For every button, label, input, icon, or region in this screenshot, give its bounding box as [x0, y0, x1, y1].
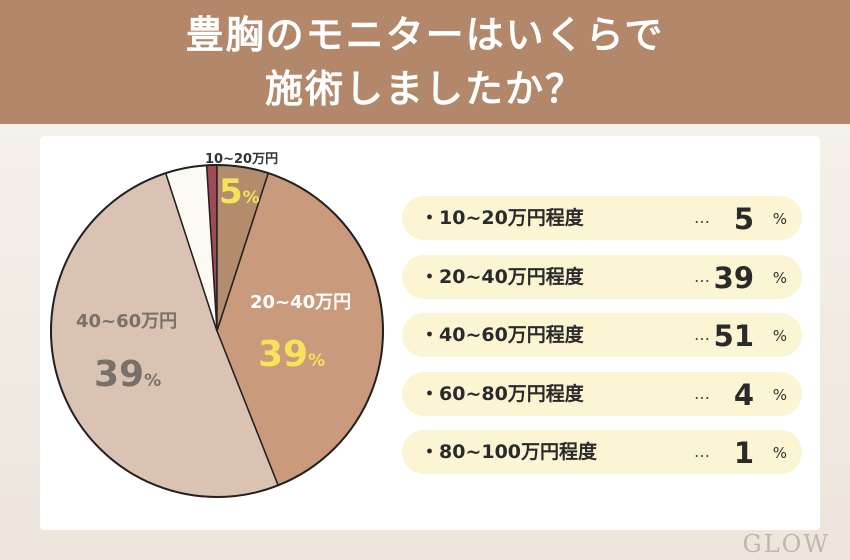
pie-percent-sign: % [242, 188, 260, 208]
pie-percent-40-60: 39% [94, 354, 161, 395]
legend-row: ・40~60万円程度 … 51 % [402, 313, 802, 357]
legend-row-value: 1 [733, 436, 754, 470]
legend-list: ・10~20万円程度 … 5 % ・20~40万円程度 … 39 % ・40~6… [402, 196, 802, 489]
legend-row-label: ・60~80万円程度 [420, 382, 584, 405]
legend-row-percent: % [772, 385, 787, 404]
pie-outline [50, 164, 384, 498]
legend-row-dots: … [694, 325, 711, 344]
pie-percent-value: 5 [219, 172, 243, 212]
legend-row-percent: % [772, 327, 787, 345]
pie-label-20-40: 20~40万円 [250, 292, 352, 313]
pie-percent-value: 39 [258, 334, 309, 375]
legend-row-percent: % [772, 268, 787, 287]
legend-row: ・10~20万円程度 … 5 % [402, 196, 802, 240]
legend-row-value: 51 [713, 319, 754, 353]
page-title-line1: 豊胸のモニターはいくらで [185, 13, 665, 57]
pie-percent-20-40: 39% [258, 334, 325, 375]
legend-row-label: ・40~60万円程度 [420, 324, 584, 346]
brand-logo: GLOW [742, 530, 830, 558]
legend-row-dots: … [694, 266, 711, 286]
legend-row-label: ・20~40万円程度 [420, 265, 584, 288]
header-banner: 豊胸のモニターはいくらで 施術しましたか？ [0, 0, 850, 124]
pie-label-40-60: 40~60万円 [76, 311, 178, 332]
legend-row-percent: % [772, 210, 787, 228]
legend-row: ・60~80万円程度 … 4 % [402, 371, 802, 416]
legend-row-value: 5 [733, 202, 754, 236]
legend-row: ・20~40万円程度 … 39 % [402, 254, 802, 299]
legend-row-value: 4 [733, 377, 754, 412]
pie-percent-sign: % [144, 371, 162, 391]
pie-percent-10-20: 5% [219, 172, 260, 212]
legend-row-percent: % [772, 444, 787, 462]
page-title-line2: 施術しましたか？ [264, 67, 585, 111]
pie-percent-sign: % [308, 351, 326, 371]
legend-row-dots: … [694, 208, 711, 227]
legend-row-label: ・10~20万円程度 [420, 207, 584, 229]
legend-row-dots: … [694, 383, 711, 403]
legend-row-label: ・80~100万円程度 [420, 441, 598, 463]
pie-percent-value: 39 [94, 354, 145, 395]
legend-row: ・80~100万円程度 … 1 % [402, 430, 802, 474]
legend-row-dots: … [694, 442, 711, 461]
legend-row-value: 39 [713, 260, 754, 295]
pie-label-10-20: 10~20万円 [205, 152, 279, 167]
